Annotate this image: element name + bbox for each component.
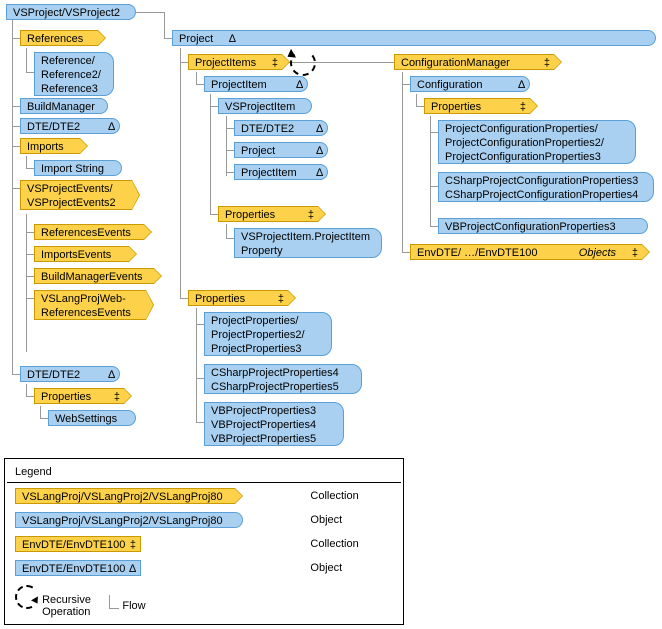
cfg-props-coll: Properties‡ xyxy=(424,98,530,114)
legend-swatch-object-b: VSLangProj/VSLangProj2/VSLangProj80 xyxy=(15,512,243,528)
project-obj-2: Project∆ xyxy=(234,142,328,158)
vbpcp-obj: VBProjectConfigurationProperties3 xyxy=(438,218,648,234)
legend-swatch-collection-y: VSLangProj/VSLangProj2/VSLangProj80 xyxy=(15,488,235,504)
imports-coll: Imports xyxy=(20,138,80,154)
buildmanager-obj: BuildManager xyxy=(20,98,108,114)
pi-properties-coll: Properties‡ xyxy=(218,206,318,222)
proj-properties-coll: Properties‡ xyxy=(188,290,288,306)
cfg-obj: Configuration∆ xyxy=(410,76,530,92)
legend-swatch-envdte-coll: EnvDTE/EnvDTE100‡ xyxy=(15,536,141,552)
csprops-obj: CSharpProjectProperties4 CSharpProjectPr… xyxy=(204,364,362,394)
webrefevents-coll: VSLangProjWeb- ReferencesEvents xyxy=(34,290,146,320)
reference-obj: Reference/ Reference2/ Reference3 xyxy=(34,52,114,96)
impevents-coll: ImportsEvents xyxy=(34,246,129,262)
projectitems-coll: ProjectItems‡ xyxy=(188,54,282,70)
legend-title: Legend xyxy=(7,461,401,483)
vsprojectitem-obj: VSProjectItem xyxy=(218,98,312,114)
legend-swatch-envdte-obj: EnvDTE/EnvDTE100∆ xyxy=(15,560,141,576)
envdte-coll: EnvDTE/ …/EnvDTE100Objects‡ xyxy=(410,244,642,260)
bmevents-coll: BuildManagerEvents xyxy=(34,268,154,284)
vsprojevents-coll: VSProjectEvents/ VSProjectEvents2 xyxy=(20,180,132,210)
importstr-obj: Import String xyxy=(34,160,122,176)
projprops-obj: ProjectProperties/ ProjectProperties2/ P… xyxy=(204,312,332,356)
object-model-diagram: VSProject/VSProject2 References Referenc… xyxy=(4,4,658,454)
properties-coll: Properties‡ xyxy=(34,388,124,404)
legend-flow-icon xyxy=(109,595,119,609)
cspcp-obj: CSharpProjectConfigurationProperties3 CS… xyxy=(438,172,654,202)
project-obj: Project∆ xyxy=(172,30,656,46)
vbprops-obj: VBProjectProperties3 VBProjectProperties… xyxy=(204,402,344,446)
websettings-obj: WebSettings xyxy=(48,410,136,426)
dte-obj-2: DTE/DTE2∆ xyxy=(234,120,328,136)
pcprops-obj: ProjectConfigurationProperties/ ProjectC… xyxy=(438,120,636,164)
references-coll: References xyxy=(20,30,98,46)
vspiprops-obj: VSProjectItem.ProjectItem Property xyxy=(234,228,382,258)
cfgmgr-coll: ConfigurationManager‡ xyxy=(394,54,554,70)
legend-recursive-icon xyxy=(15,585,39,609)
refevents-coll: ReferencesEvents xyxy=(34,224,144,240)
dte2-obj: DTE/DTE2∆ xyxy=(20,366,120,382)
root-node: VSProject/VSProject2 xyxy=(6,4,136,20)
legend-box: Legend VSLangProj/VSLangProj2/VSLangProj… xyxy=(4,458,404,625)
projectitem-obj-2: ProjectItem∆ xyxy=(234,164,328,180)
dte-obj: DTE/DTE2∆ xyxy=(20,118,120,134)
projectitem-obj: ProjectItem∆ xyxy=(204,76,308,92)
